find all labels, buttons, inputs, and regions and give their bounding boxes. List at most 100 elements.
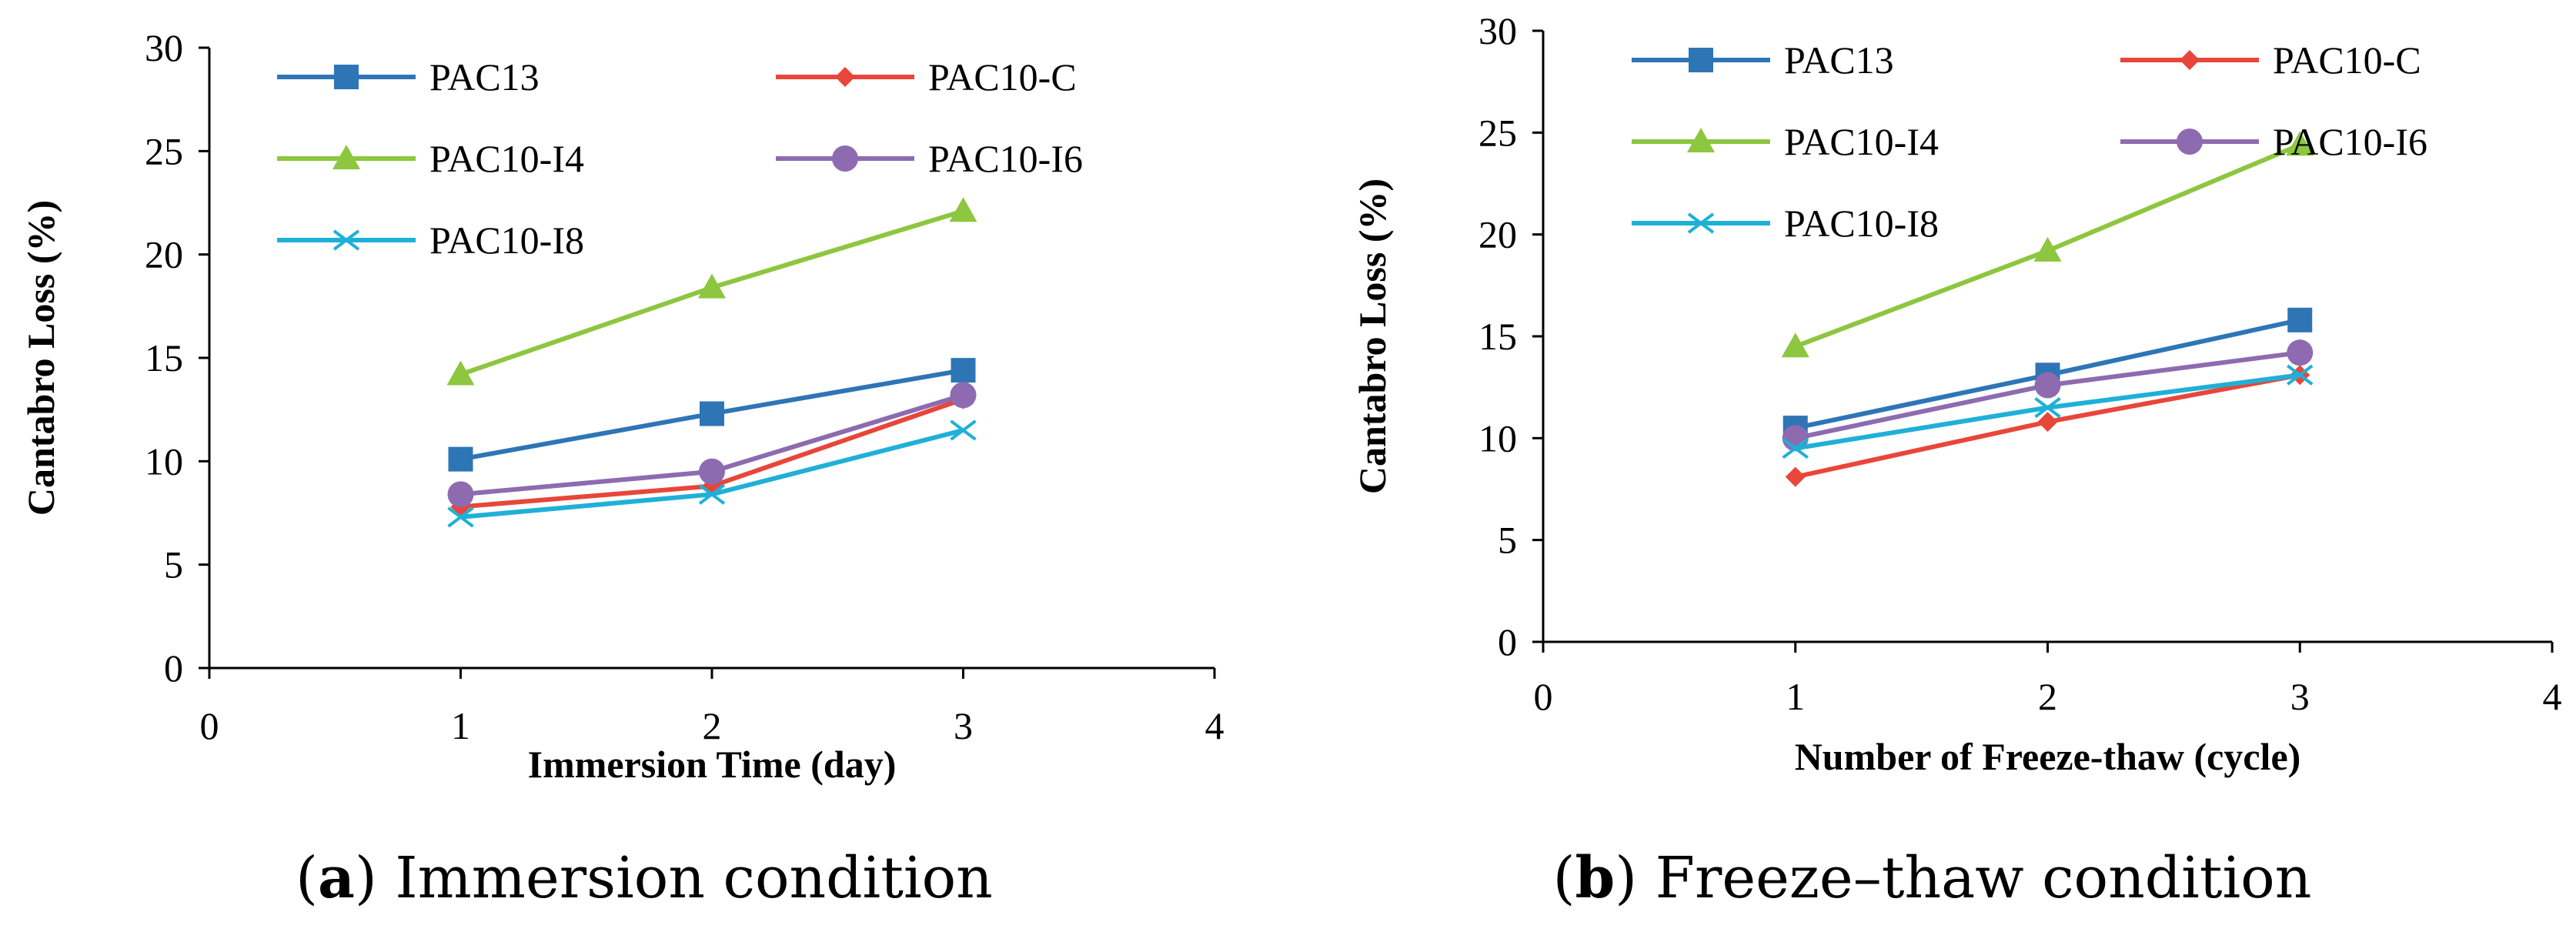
- data-point: [446, 360, 475, 386]
- legend-label: PAC10-I8: [1784, 202, 1939, 245]
- series-pac10-i6: [447, 382, 977, 508]
- legend-item: PAC13: [277, 55, 540, 99]
- legend-item: PAC10-I6: [776, 137, 1083, 180]
- caption-a-text: Immersion condition: [376, 845, 993, 911]
- x-tick-label: 3: [2290, 675, 2310, 718]
- chart-b: 0 5 10 15 20 25 30 0 1 2 3 4 Number of Freeze-thaw (…: [1351, 9, 2562, 778]
- y-tick-label: 30: [145, 26, 183, 69]
- series-pac10-i4: [446, 197, 977, 386]
- legend-label: PAC10-I4: [429, 137, 584, 180]
- chart-panel-b: 0 5 10 15 20 25 30 0 1 2 3 4 Number of Freeze-thaw (…: [1288, 0, 2576, 942]
- y-tick-label: 20: [145, 233, 183, 276]
- x-tick-label: 4: [1205, 704, 1225, 747]
- y-tick-label: 15: [1478, 315, 1517, 358]
- data-point: [2033, 236, 2062, 262]
- legend: PAC13 PAC10-C PAC10-I4 PAC10-I6 PAC10-I8: [1632, 38, 2427, 245]
- y-tick-label: 10: [1478, 416, 1517, 459]
- caption-b-text: Freeze–thaw condition: [1637, 845, 2312, 911]
- caption-b-letter: b: [1575, 845, 1615, 911]
- legend-item: PAC10-I6: [2120, 120, 2427, 163]
- caption-b: (b) Freeze–thaw condition: [1552, 845, 2312, 911]
- y-axis-title: Cantabro Loss (%): [19, 200, 62, 516]
- data-point: [447, 506, 474, 528]
- legend-marker: [1687, 128, 1715, 152]
- data-point: [2287, 339, 2314, 366]
- y-tick-label: 20: [1478, 213, 1517, 256]
- x-tick-label: 3: [954, 704, 973, 747]
- data-point: [698, 273, 726, 299]
- series-pac10-i4: [1781, 131, 2314, 358]
- x-tick-label: 0: [1534, 675, 1553, 718]
- y-tick-label: 15: [145, 336, 183, 379]
- legend-item: PAC13: [1632, 38, 1894, 82]
- data-point: [698, 483, 726, 505]
- data-point: [447, 481, 474, 508]
- data-point: [949, 197, 977, 222]
- legend-marker: [1689, 48, 1713, 72]
- legend-marker: [332, 229, 360, 251]
- y-tick-label: 5: [164, 543, 183, 586]
- y-tick-label: 30: [1478, 9, 1517, 52]
- data-point: [951, 358, 976, 383]
- axes: 0 5 10 15 20 25 30 0 1 2 3 4: [1478, 9, 2562, 718]
- series-pac10-i8: [1782, 364, 2314, 459]
- axes: 0 5 10 15 20 25 30 0 1 2 3 4: [145, 26, 1225, 747]
- y-tick-label: 25: [1478, 111, 1517, 154]
- data-point: [700, 401, 724, 426]
- data-point: [2034, 372, 2061, 399]
- data-point: [2287, 307, 2313, 332]
- legend-marker: [334, 65, 359, 89]
- y-tick-label: 5: [1498, 519, 1517, 562]
- legend-label: PAC10-I6: [2273, 120, 2427, 163]
- legend-marker: [2177, 129, 2203, 155]
- caption-a-letter: a: [318, 845, 355, 911]
- data-point: [2037, 412, 2058, 433]
- legend-label: PAC13: [429, 55, 540, 99]
- y-tick-label: 0: [164, 646, 183, 690]
- data-point: [448, 446, 473, 472]
- legend-item: PAC10-C: [776, 55, 1077, 99]
- x-tick-label: 2: [703, 704, 722, 747]
- series-pac10-i6: [1782, 339, 2314, 452]
- data-point: [950, 419, 977, 441]
- legend-marker: [835, 67, 855, 87]
- legend-marker: [2180, 50, 2200, 70]
- chart-a: 0 5 10 15 20 25 30 0 1 2 3 4 Immersion Time (day) Can…: [19, 26, 1225, 786]
- data-point: [699, 458, 725, 485]
- legend-label: PAC10-I8: [429, 219, 584, 262]
- legend-marker: [1687, 212, 1715, 234]
- x-tick-label: 0: [200, 704, 219, 747]
- legend-marker: [332, 145, 360, 169]
- x-axis-title: Immersion Time (day): [528, 743, 897, 786]
- legend-item: PAC10-I8: [277, 219, 584, 262]
- data-point: [1782, 437, 1809, 459]
- data-point: [2034, 397, 2061, 419]
- chart-panel-a: 0 5 10 15 20 25 30 0 1 2 3 4 Immersion Time (day) Can…: [19, 26, 1225, 911]
- y-axis-title: Cantabro Loss (%): [1351, 179, 1394, 494]
- legend-label: PAC10-C: [2273, 38, 2421, 82]
- legend-label: PAC13: [1784, 38, 1894, 82]
- legend-label: PAC10-I6: [928, 137, 1083, 180]
- legend-item: PAC10-C: [2120, 38, 2421, 82]
- legend-marker: [832, 145, 858, 172]
- x-tick-label: 4: [2543, 675, 2562, 718]
- legend-item: PAC10-I4: [1632, 120, 1939, 163]
- legend-item: PAC10-I4: [277, 137, 584, 180]
- data-point: [2287, 364, 2314, 386]
- y-tick-label: 10: [145, 439, 183, 483]
- y-tick-label: 0: [1498, 620, 1517, 663]
- x-axis-title: Number of Freeze-thaw (cycle): [1795, 735, 2301, 778]
- series-pac10-i8: [447, 419, 977, 528]
- legend-label: PAC10-C: [928, 55, 1077, 99]
- data-point: [1785, 466, 1806, 487]
- x-tick-label: 1: [1786, 675, 1805, 718]
- data-point: [950, 382, 977, 409]
- y-tick-label: 25: [145, 129, 183, 172]
- x-tick-label: 1: [451, 704, 470, 747]
- x-tick-label: 2: [2038, 675, 2057, 718]
- legend-item: PAC10-I8: [1632, 202, 1939, 245]
- series-pac13: [448, 358, 976, 472]
- data-point: [1781, 332, 1809, 358]
- caption-a: (a) Immersion condition: [296, 845, 993, 911]
- legend: PAC13 PAC10-C PAC10-I4 PAC10-I6 PAC10-I8: [277, 55, 1083, 262]
